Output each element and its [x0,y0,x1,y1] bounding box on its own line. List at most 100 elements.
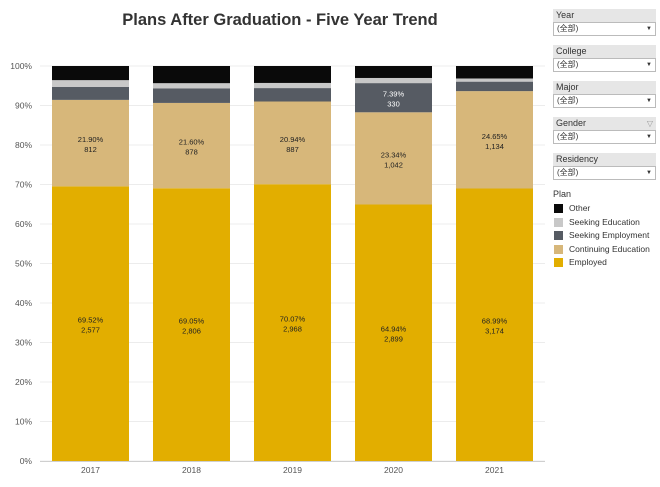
data-label: 887 [286,145,299,154]
y-tick-label: 0% [20,456,33,466]
legend-swatch [554,244,563,254]
chevron-down-icon: ▼ [646,134,652,140]
bar-segment [52,99,129,187]
y-tick-label: 50% [15,259,32,269]
bar-segment [153,66,230,84]
y-tick-label: 30% [15,338,32,348]
data-label: 2,899 [384,335,403,344]
legend-title: Plan [553,189,572,199]
y-tick-label: 70% [15,180,32,190]
bar-segment [355,83,432,113]
bar-segment [456,81,533,92]
bar-segment [153,83,230,89]
filter-college-dropdown[interactable]: (全部) ▼ [553,58,656,72]
filter-major-dropdown[interactable]: (全部) ▼ [553,94,656,108]
legend-swatch [554,217,563,227]
data-label: 1,134 [485,142,504,151]
bar-segment [254,82,331,89]
data-label: 64.94% [381,325,407,334]
data-label: 812 [84,145,97,154]
bar-segment [254,184,331,461]
funnel-icon[interactable]: ▽ [646,119,653,128]
data-label: 878 [185,148,198,157]
bar-segment [254,101,331,185]
y-tick-label: 80% [15,140,32,150]
data-label: 21.60% [179,138,205,147]
filter-major: Major (全部) ▼ [553,81,656,108]
legend-item[interactable]: Other [553,202,656,216]
filter-gender: Gender ▽ (全部) ▼ [553,117,656,144]
legend-swatch [554,204,563,214]
data-label: 69.52% [78,316,104,325]
filter-year-dropdown[interactable]: (全部) ▼ [553,22,656,36]
filter-college-label: College [553,45,656,58]
data-label: 20.94% [280,135,306,144]
legend-swatch [554,231,563,241]
y-tick-label: 40% [15,298,32,308]
filter-year-label: Year [553,9,656,22]
y-tick-label: 20% [15,377,32,387]
bar-segment [355,66,432,78]
bar-segment [52,66,129,81]
bar-segment [153,88,230,103]
filter-gender-dropdown[interactable]: (全部) ▼ [553,130,656,144]
data-label: 24.65% [482,132,508,141]
data-label: 23.34% [381,150,407,159]
x-tick-label: 2021 [485,465,504,475]
filter-year: Year (全部) ▼ [553,9,656,36]
data-label: 2,577 [81,326,100,335]
bar-segment [254,66,331,83]
x-tick-label: 2019 [283,465,302,475]
bar-segment [456,188,533,461]
bar-segment [153,188,230,461]
y-tick-label: 60% [15,219,32,229]
data-label: 3,174 [485,327,504,336]
chevron-down-icon: ▼ [646,170,652,176]
bar-segment [52,80,129,87]
y-tick-label: 90% [15,101,32,111]
filter-college: College (全部) ▼ [553,45,656,72]
x-tick-label: 2018 [182,465,201,475]
data-label: 2,806 [182,327,201,336]
legend-label: Seeking Employment [569,230,650,240]
stacked-bar-chart: 0%10%20%30%40%50%60%70%80%90%100%69.52%2… [10,61,545,475]
filter-residency: Residency (全部) ▼ [553,153,656,180]
y-tick-label: 10% [15,417,32,427]
bar-segment [456,78,533,82]
data-label: 68.99% [482,317,508,326]
data-label: 1,042 [384,160,403,169]
legend-item[interactable]: Seeking Education [553,216,656,230]
legend-item[interactable]: Employed [553,256,656,270]
legend-item[interactable]: Continuing Education [553,243,656,257]
chevron-down-icon: ▼ [646,98,652,104]
legend-label: Other [569,203,591,213]
bar-segment [52,86,129,100]
chevron-down-icon: ▼ [646,62,652,68]
data-label: 21.90% [78,135,104,144]
filter-residency-dropdown[interactable]: (全部) ▼ [553,166,656,180]
legend-swatch [554,258,563,268]
data-label: 330 [387,100,400,109]
bar-segment [456,91,533,189]
data-label: 2,968 [283,325,302,334]
legend-label: Seeking Education [569,216,640,227]
bar-segment [355,77,432,84]
x-tick-label: 2017 [81,465,100,475]
legend-item[interactable]: Seeking Employment [553,229,656,243]
data-label: 70.07% [280,315,306,324]
chart-title: Plans After Graduation - Five Year Trend [122,11,438,29]
legend: Other Seeking Education Seeking Employment… [553,202,656,270]
legend-label: Employed [569,257,607,267]
filter-gender-label: Gender ▽ [553,117,656,130]
bar-segment [355,204,432,461]
x-tick-label: 2020 [384,465,403,475]
data-label: 7.39% [383,90,405,99]
bar-segment [355,112,432,205]
y-tick-label: 100% [10,61,32,71]
bar-segment [52,186,129,461]
bar-segment [153,102,230,189]
data-label: 69.05% [179,317,205,326]
chevron-down-icon: ▼ [646,26,652,32]
filter-major-label: Major [553,81,656,94]
bar-segment [456,66,533,79]
